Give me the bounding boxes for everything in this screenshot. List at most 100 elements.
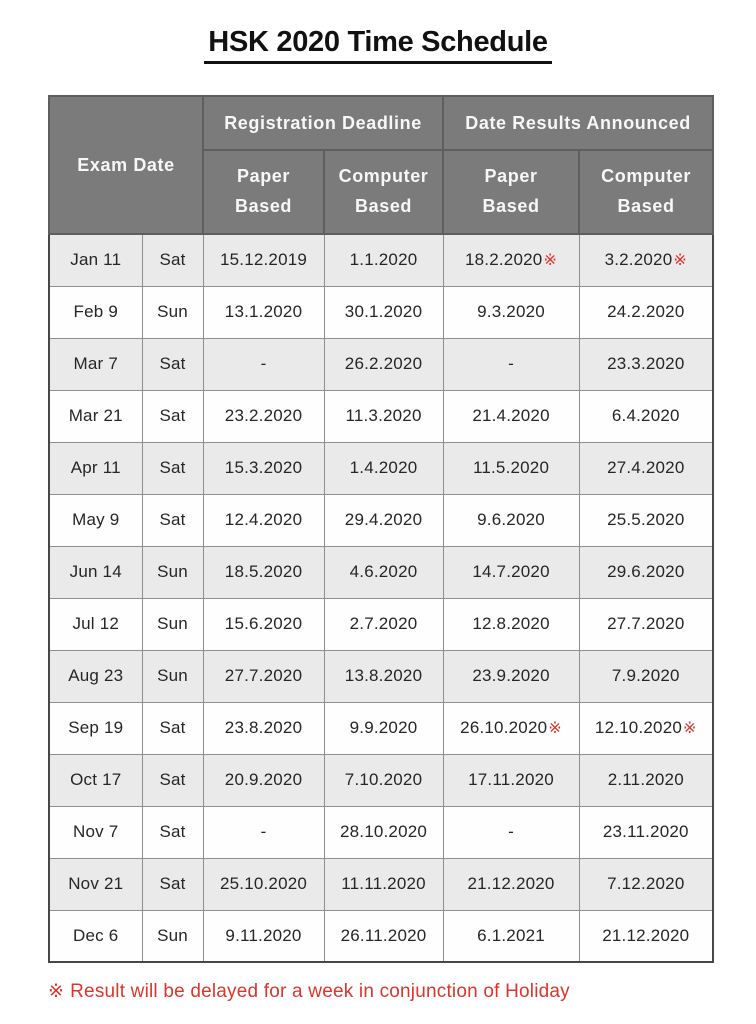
reg-paper-cell-value: 15.6.2020 xyxy=(224,614,303,633)
reg-paper-cell: 25.10.2020 xyxy=(202,857,325,911)
exam-day-cell: Sat xyxy=(141,805,204,859)
exam-day-cell: Sun xyxy=(141,597,204,651)
reg-paper-cell: 9.11.2020 xyxy=(202,909,325,963)
res-paper-cell-value: - xyxy=(508,822,514,841)
res-paper-cell-value: - xyxy=(508,354,514,373)
table-row: Jan 11 Sat 15.12.2019 1.1.2020 18.2.2020※ 3.2… xyxy=(48,233,714,287)
exam-day-cell-value: Sat xyxy=(159,250,186,270)
res-computer-cell-value: 24.2.2020 xyxy=(607,302,685,321)
res-computer-cell: 7.12.2020 xyxy=(578,857,714,911)
exam-day-cell: Sat xyxy=(141,753,204,807)
reg-computer-cell: 1.1.2020 xyxy=(323,233,444,287)
reg-computer-cell: 28.10.2020 xyxy=(323,805,444,859)
reg-paper-cell-value: 23.2.2020 xyxy=(224,406,303,425)
res-computer-cell-value: 3.2.2020 xyxy=(604,250,673,270)
table-row: Nov 21 Sat 25.10.2020 11.11.2020 21.12.2020 7… xyxy=(48,857,714,911)
reg-computer-cell: 9.9.2020 xyxy=(323,701,444,755)
reg-computer-cell: 26.11.2020 xyxy=(323,909,444,963)
exam-day-cell: Sat xyxy=(141,441,204,495)
reg-paper-cell-value: - xyxy=(260,822,267,841)
header-date-results-announced: Date Results Announced xyxy=(442,95,715,151)
res-paper-cell: - xyxy=(442,337,580,391)
delay-marker-icon: ※ xyxy=(548,720,562,737)
res-paper-cell-value: 9.3.2020 xyxy=(477,302,545,321)
exam-date-cell-value: Nov 21 xyxy=(68,874,124,893)
reg-paper-cell: 15.3.2020 xyxy=(202,441,325,495)
reg-computer-cell: 26.2.2020 xyxy=(323,337,444,391)
exam-date-cell-value: Nov 7 xyxy=(73,822,119,841)
header-label-line: Based xyxy=(235,196,293,216)
exam-day-cell: Sun xyxy=(141,649,204,703)
header-registration-deadline: Registration Deadline xyxy=(202,95,445,151)
exam-day-cell: Sat xyxy=(141,493,204,547)
res-paper-cell: 9.3.2020 xyxy=(442,285,580,339)
res-paper-cell: 6.1.2021 xyxy=(442,909,580,963)
exam-date-cell: Mar 21 xyxy=(48,389,143,443)
table-row: Jul 12 Sun 15.6.2020 2.7.2020 12.8.2020 27.7.… xyxy=(48,597,714,651)
reg-computer-cell-value: 11.11.2020 xyxy=(341,874,426,893)
exam-date-cell: Apr 11 xyxy=(48,441,143,495)
reg-computer-cell-value: 2.7.2020 xyxy=(349,614,418,633)
exam-date-cell-value: Mar 21 xyxy=(68,406,123,425)
header-label-line: Computer xyxy=(601,166,691,187)
footnote-text: Result will be delayed for a week in con… xyxy=(70,981,570,1002)
exam-day-cell-value: Sat xyxy=(159,770,186,789)
exam-date-cell: Dec 6 xyxy=(48,909,143,963)
res-paper-cell-value: 26.10.2020 xyxy=(460,718,548,737)
res-computer-cell: 27.7.2020 xyxy=(578,597,714,651)
reg-paper-cell: 18.5.2020 xyxy=(202,545,325,599)
exam-date-cell: Oct 17 xyxy=(48,753,143,807)
header-label-line: Computer xyxy=(338,166,429,187)
exam-date-cell-value: Feb 9 xyxy=(73,302,118,321)
table-row: Feb 9 Sun 13.1.2020 30.1.2020 9.3.2020 24.2.2… xyxy=(48,285,714,339)
res-computer-cell: 23.11.2020 xyxy=(578,805,714,859)
res-paper-cell: 21.12.2020 xyxy=(442,857,580,911)
delay-marker-icon: ※ xyxy=(673,252,687,270)
res-computer-cell-value: 2.11.2020 xyxy=(607,770,684,789)
res-computer-cell-value: 27.4.2020 xyxy=(607,458,685,477)
exam-date-cell: Mar 7 xyxy=(48,337,143,391)
res-computer-cell: 2.11.2020 xyxy=(578,753,714,807)
res-paper-cell: 26.10.2020※ xyxy=(442,701,580,755)
reg-paper-cell-value: - xyxy=(260,354,267,373)
footnote: ※ Result will be delayed for a week in co… xyxy=(48,980,570,1003)
res-paper-cell-value: 12.8.2020 xyxy=(472,614,550,633)
res-computer-cell: 12.10.2020※ xyxy=(578,701,714,755)
exam-day-cell: Sun xyxy=(141,545,204,599)
exam-day-cell-value: Sat xyxy=(159,822,186,841)
res-computer-cell: 3.2.2020※ xyxy=(578,233,714,287)
reg-computer-cell-value: 26.11.2020 xyxy=(340,925,427,945)
reg-paper-cell-value: 12.4.2020 xyxy=(224,510,303,529)
table-row: Nov 7 Sat - 28.10.2020 - 23.11.2020 xyxy=(48,805,714,859)
exam-day-cell-value: Sat xyxy=(159,510,186,529)
exam-date-cell-value: Aug 23 xyxy=(68,666,124,685)
res-paper-cell-value: 21.4.2020 xyxy=(472,406,550,425)
exam-day-cell-value: Sat xyxy=(159,718,186,737)
res-paper-cell: 23.9.2020 xyxy=(442,649,580,703)
exam-date-cell: May 9 xyxy=(48,493,143,547)
exam-date-cell-value: Mar 7 xyxy=(73,354,118,373)
exam-date-cell: Jan 11 xyxy=(48,233,143,287)
header-label-line: Paper xyxy=(237,166,291,187)
table-row: May 9 Sat 12.4.2020 29.4.2020 9.6.2020 25.5.2… xyxy=(48,493,714,547)
res-paper-cell: 9.6.2020 xyxy=(442,493,580,547)
res-computer-cell-value: 7.12.2020 xyxy=(607,874,685,893)
table-row: Mar 7 Sat - 26.2.2020 - 23.3.2020 xyxy=(48,337,714,391)
exam-day-cell: Sat xyxy=(141,857,204,911)
reg-computer-cell: 29.4.2020 xyxy=(323,493,444,547)
reg-computer-cell-value: 11.3.2020 xyxy=(345,406,422,425)
reg-paper-cell: - xyxy=(202,805,325,859)
header-label-line: Based xyxy=(617,196,675,216)
table-row: Aug 23 Sun 27.7.2020 13.8.2020 23.9.2020 7.9.… xyxy=(48,649,714,703)
res-paper-cell-value: 23.9.2020 xyxy=(472,666,550,685)
header-label-line: Based xyxy=(482,196,540,216)
reg-paper-cell: 13.1.2020 xyxy=(202,285,325,339)
exam-date-cell-value: Sep 19 xyxy=(68,718,124,737)
res-paper-cell-value: 11.5.2020 xyxy=(472,458,550,477)
table-row: Oct 17 Sat 20.9.2020 7.10.2020 17.11.2020 2.1… xyxy=(48,753,714,807)
exam-day-cell: Sat xyxy=(141,337,204,391)
page-title: HSK 2020 Time Schedule xyxy=(0,0,756,64)
delay-marker-icon: ※ xyxy=(543,252,558,270)
reg-paper-cell: 23.8.2020 xyxy=(202,701,325,755)
